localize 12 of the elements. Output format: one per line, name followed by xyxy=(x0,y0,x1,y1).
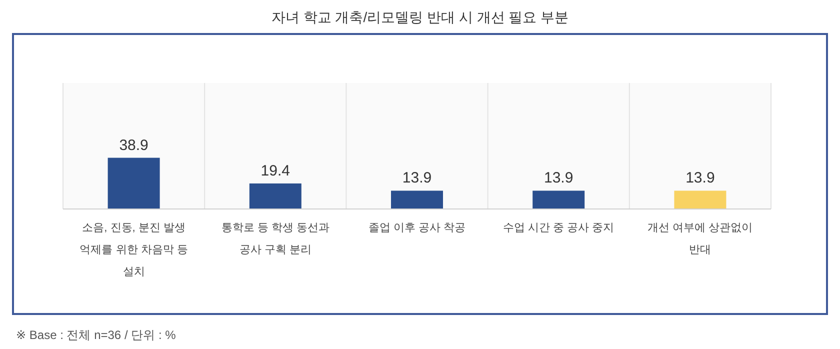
x-tick-label: 수업 시간 중 공사 중지 xyxy=(502,222,614,234)
data-label: 38.9 xyxy=(119,136,148,154)
x-tick-label: 졸업 이후 공사 착공 xyxy=(368,222,466,234)
data-label: 13.9 xyxy=(544,170,574,187)
x-tick-label: 통학로 등 학생 동선과 공사 구획 분리 xyxy=(221,222,330,256)
chart-title: 자녀 학교 개축/리모델링 반대 시 개선 필요 부분 xyxy=(271,9,569,25)
text: ※ Base : 전체 n=36 / 단위 : % xyxy=(16,328,176,342)
x-tick-label: 개선 여부에 상관없이 반대 xyxy=(648,222,753,256)
data-label: 19.4 xyxy=(260,162,290,180)
data-label: 13.9 xyxy=(402,170,432,187)
x-tick-label: 소음, 진동, 분진 발생 억제를 위한 차음막 등 설치 xyxy=(80,222,188,278)
data-label: 13.9 xyxy=(686,170,715,187)
